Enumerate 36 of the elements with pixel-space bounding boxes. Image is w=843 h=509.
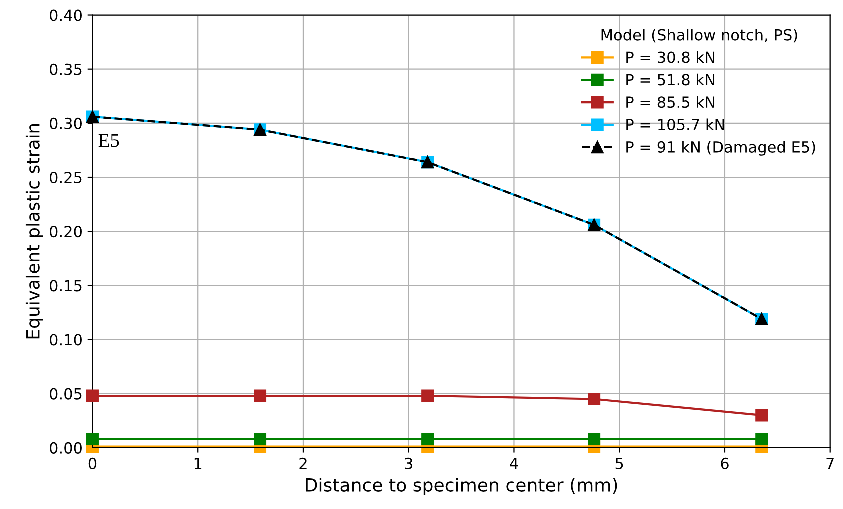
y-tick-label: 0.35 — [50, 64, 82, 76]
annotation: E5 — [98, 134, 120, 148]
point — [422, 390, 434, 402]
x-tick-label: 3 — [405, 458, 412, 470]
point — [756, 409, 768, 422]
x-tick-label: 1 — [194, 458, 202, 470]
y-tick-label: 0.30 — [50, 118, 82, 130]
legend-label: P = 91 kN (Damaged E5) — [626, 141, 816, 156]
y-tick-label: 0.05 — [50, 388, 82, 400]
point — [86, 433, 99, 446]
y-tick-label: 0.15 — [50, 280, 82, 292]
y-tick-label: 0.20 — [50, 226, 82, 238]
legend-title: Model (Shallow notch, PS) — [602, 29, 798, 43]
point — [756, 433, 768, 446]
point — [254, 433, 267, 446]
y-tick-label: 0.40 — [50, 10, 82, 22]
y-tick-label: 0.10 — [50, 334, 82, 346]
x-tick-label: 6 — [721, 458, 729, 470]
point — [422, 433, 434, 446]
y-tick-label: 0.00 — [50, 442, 82, 454]
x-tick-label: 4 — [510, 458, 518, 470]
legend-label: P = 85.5 kN — [626, 96, 715, 108]
y-tick-label: 0.25 — [50, 172, 82, 184]
x-tick-label: 7 — [826, 458, 834, 470]
legend-label: P = 30.8 kN — [626, 51, 715, 64]
legend-label: P = 51.8 kN — [626, 74, 715, 86]
x-tick-label: 2 — [300, 458, 307, 470]
point — [588, 392, 601, 406]
x-tick-label: 0 — [88, 458, 97, 470]
y-axis-title: Equivalent plastic strain — [26, 124, 44, 339]
x-tick-label: 5 — [616, 458, 624, 470]
x-axis-title: Distance to specimen center (mm) — [306, 478, 618, 496]
point — [86, 390, 99, 402]
legend-label: P = 105.7 kN — [626, 118, 724, 131]
point — [254, 390, 267, 402]
point — [588, 433, 601, 446]
